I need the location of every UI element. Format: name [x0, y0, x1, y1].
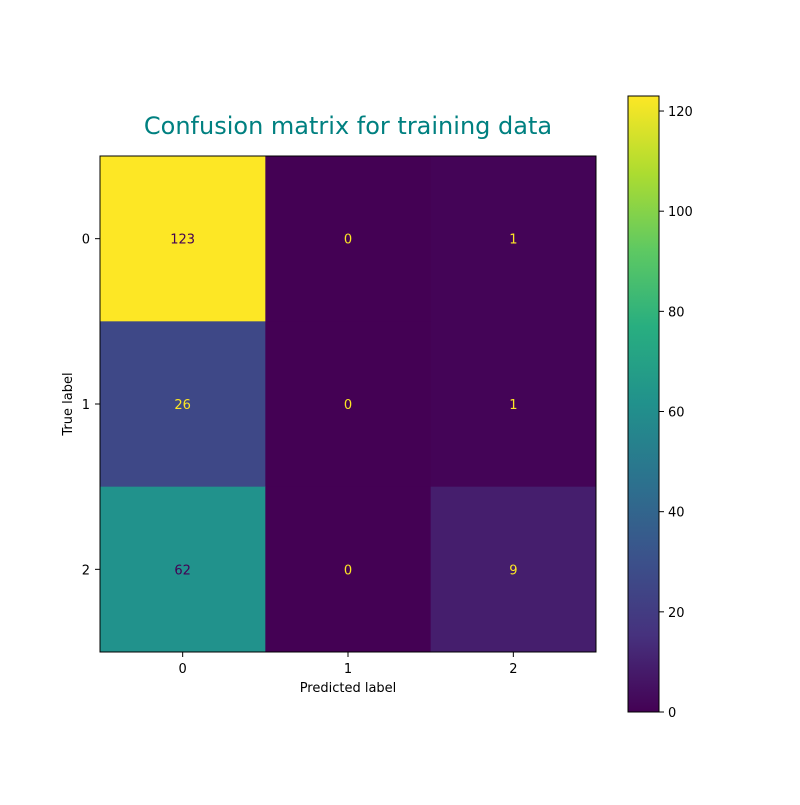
x-tick-label: 1 [344, 662, 352, 677]
colorbar-tick-label: 120 [668, 105, 693, 120]
heatmap-cell [265, 486, 432, 653]
heatmap-cell [100, 321, 266, 488]
cell-value-label: 0 [344, 563, 352, 578]
colorbar [627, 95, 660, 713]
heatmap-cell [100, 156, 266, 322]
colorbar-tick-label: 80 [668, 305, 685, 320]
cell-value-label: 1 [509, 398, 517, 413]
cell-value-label: 26 [174, 398, 191, 413]
colorbar-tick-label: 60 [668, 406, 685, 421]
y-tick-label: 1 [82, 398, 90, 413]
heatmap-cells: 123 0 1 26 0 1 62 0 9 [100, 156, 597, 653]
y-tick-label: 0 [82, 233, 90, 248]
x-axis-label: Predicted label [300, 681, 397, 696]
colorbar-ticks: 0 20 40 60 80 100 120 [659, 105, 693, 721]
heatmap-cell [100, 486, 266, 653]
y-axis-label: True label [61, 372, 76, 436]
cell-value-label: 62 [174, 563, 191, 578]
heatmap-cell [430, 321, 597, 488]
heatmap-cell [265, 156, 432, 322]
chart-title: Confusion matrix for training data [144, 112, 552, 140]
cell-value-label: 1 [509, 233, 517, 248]
x-axis-ticks: 0 1 2 [179, 652, 517, 677]
y-tick-label: 2 [82, 563, 90, 578]
heatmap-cell [265, 321, 432, 488]
x-tick-label: 2 [509, 662, 517, 677]
colorbar-tick-label: 40 [668, 506, 685, 521]
colorbar-tick-label: 0 [668, 706, 676, 721]
heatmap-cell [430, 486, 597, 653]
y-axis-ticks: 0 1 2 [82, 233, 100, 578]
heatmap-cell [430, 156, 597, 322]
cell-value-label: 0 [344, 233, 352, 248]
cell-value-label: 0 [344, 398, 352, 413]
cell-value-label: 123 [170, 233, 195, 248]
colorbar-tick-label: 100 [668, 205, 693, 220]
colorbar-tick-label: 20 [668, 606, 685, 621]
x-tick-label: 0 [179, 662, 187, 677]
cell-value-label: 9 [509, 563, 517, 578]
